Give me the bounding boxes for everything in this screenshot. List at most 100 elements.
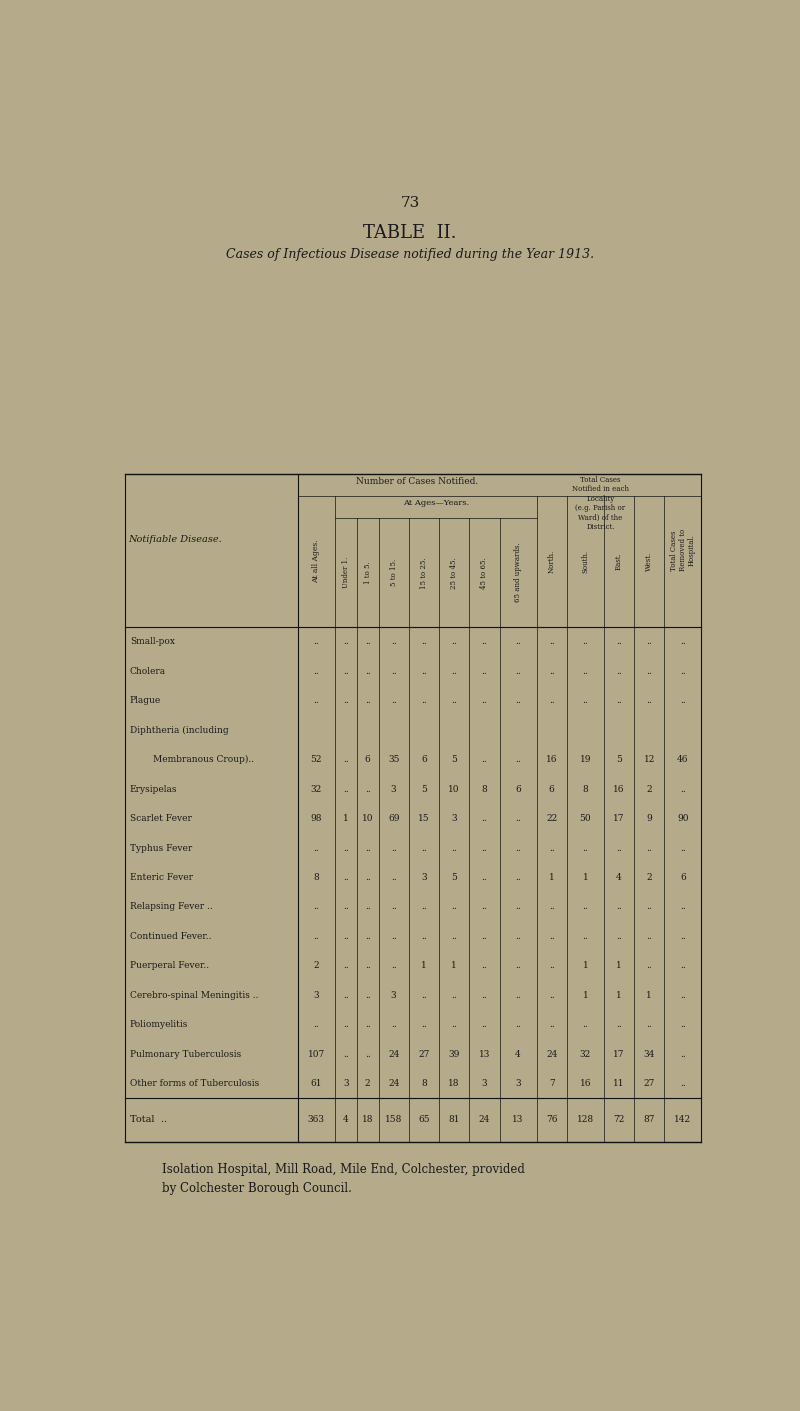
Text: ..: .. xyxy=(482,961,487,971)
Text: ..: .. xyxy=(646,667,652,676)
Text: ..: .. xyxy=(314,667,319,676)
Text: ..: .. xyxy=(646,696,652,706)
Text: ..: .. xyxy=(616,844,622,852)
Text: 2: 2 xyxy=(646,873,652,882)
Text: ..: .. xyxy=(365,903,370,912)
Text: ..: .. xyxy=(451,638,457,646)
Text: 76: 76 xyxy=(546,1116,558,1125)
Text: 32: 32 xyxy=(580,1050,591,1058)
Text: ..: .. xyxy=(482,696,487,706)
Text: ..: .. xyxy=(549,844,554,852)
Text: North.: North. xyxy=(548,550,556,573)
Text: Scarlet Fever: Scarlet Fever xyxy=(130,814,192,823)
Text: ..: .. xyxy=(421,931,426,941)
Text: ..: .. xyxy=(680,696,686,706)
Text: ..: .. xyxy=(365,873,370,882)
Text: 3: 3 xyxy=(421,873,426,882)
Text: 13: 13 xyxy=(513,1116,524,1125)
Text: 1: 1 xyxy=(616,961,622,971)
Text: ..: .. xyxy=(680,1050,686,1058)
Text: ..: .. xyxy=(582,696,588,706)
Text: 15: 15 xyxy=(418,814,430,823)
Text: 52: 52 xyxy=(310,755,322,765)
Text: by Colchester Borough Council.: by Colchester Borough Council. xyxy=(162,1182,352,1195)
Text: ..: .. xyxy=(646,844,652,852)
Text: 1: 1 xyxy=(582,873,588,882)
Text: 15 to 25.: 15 to 25. xyxy=(420,557,428,588)
Text: 27: 27 xyxy=(643,1079,655,1088)
Text: 35: 35 xyxy=(388,755,399,765)
Text: Plague: Plague xyxy=(130,696,161,706)
Text: 1: 1 xyxy=(582,961,588,971)
Text: Erysipelas: Erysipelas xyxy=(130,785,178,793)
Text: 2: 2 xyxy=(365,1079,370,1088)
Text: Total Cases
Removed to
Hospital.: Total Cases Removed to Hospital. xyxy=(670,529,695,571)
Text: ..: .. xyxy=(482,991,487,1000)
Text: 5: 5 xyxy=(421,785,427,793)
Text: ..: .. xyxy=(515,903,521,912)
Text: 27: 27 xyxy=(418,1050,430,1058)
Text: 22: 22 xyxy=(546,814,558,823)
Text: ..: .. xyxy=(451,1020,457,1029)
Text: 65: 65 xyxy=(418,1116,430,1125)
Text: 32: 32 xyxy=(310,785,322,793)
Text: ..: .. xyxy=(549,638,554,646)
Text: 8: 8 xyxy=(421,1079,426,1088)
Text: 3: 3 xyxy=(314,991,319,1000)
Text: ..: .. xyxy=(451,931,457,941)
Text: 18: 18 xyxy=(362,1116,374,1125)
Text: 363: 363 xyxy=(308,1116,325,1125)
Text: ..: .. xyxy=(582,638,588,646)
Text: Cases of Infectious Disease notified during the Year 1913.: Cases of Infectious Disease notified dur… xyxy=(226,247,594,261)
Text: 1 to 5.: 1 to 5. xyxy=(363,562,371,584)
Text: ..: .. xyxy=(616,667,622,676)
Text: ..: .. xyxy=(365,638,370,646)
Text: 24: 24 xyxy=(478,1116,490,1125)
Text: ..: .. xyxy=(582,903,588,912)
Text: ..: .. xyxy=(343,903,349,912)
Text: ..: .. xyxy=(390,931,397,941)
Text: 1: 1 xyxy=(421,961,426,971)
Text: ..: .. xyxy=(343,785,349,793)
Text: Poliomyelitis: Poliomyelitis xyxy=(130,1020,188,1029)
Text: 1: 1 xyxy=(549,873,554,882)
Text: 1: 1 xyxy=(646,991,652,1000)
Text: ..: .. xyxy=(343,696,349,706)
Text: 5 to 15.: 5 to 15. xyxy=(390,559,398,587)
Text: ..: .. xyxy=(549,931,554,941)
Text: Relapsing Fever ..: Relapsing Fever .. xyxy=(130,903,213,912)
Text: ..: .. xyxy=(680,903,686,912)
Text: ..: .. xyxy=(515,844,521,852)
Text: Small-pox: Small-pox xyxy=(130,638,174,646)
Text: 12: 12 xyxy=(643,755,655,765)
Text: ..: .. xyxy=(421,1020,426,1029)
Text: Puerperal Fever..: Puerperal Fever.. xyxy=(130,961,209,971)
Text: 24: 24 xyxy=(546,1050,558,1058)
Text: ..: .. xyxy=(421,638,426,646)
Text: ..: .. xyxy=(365,844,370,852)
Text: ..: .. xyxy=(365,667,370,676)
Text: 6: 6 xyxy=(365,755,370,765)
Text: 4: 4 xyxy=(616,873,622,882)
Text: 46: 46 xyxy=(677,755,689,765)
Text: 5: 5 xyxy=(616,755,622,765)
Text: ..: .. xyxy=(314,638,319,646)
Text: 5: 5 xyxy=(451,873,457,882)
Text: 6: 6 xyxy=(515,785,521,793)
Text: ..: .. xyxy=(314,931,319,941)
Text: ..: .. xyxy=(680,961,686,971)
Text: 65 and upwards.: 65 and upwards. xyxy=(514,543,522,602)
Text: 7: 7 xyxy=(549,1079,554,1088)
Text: ..: .. xyxy=(482,903,487,912)
Text: 45 to 65.: 45 to 65. xyxy=(481,557,489,588)
Text: ..: .. xyxy=(314,1020,319,1029)
Text: ..: .. xyxy=(390,667,397,676)
Text: ..: .. xyxy=(451,696,457,706)
Text: South.: South. xyxy=(582,550,590,573)
Text: 69: 69 xyxy=(388,814,399,823)
Text: 1: 1 xyxy=(582,991,588,1000)
Text: ..: .. xyxy=(451,991,457,1000)
Text: 11: 11 xyxy=(614,1079,625,1088)
Text: ..: .. xyxy=(582,931,588,941)
Text: ..: .. xyxy=(390,873,397,882)
